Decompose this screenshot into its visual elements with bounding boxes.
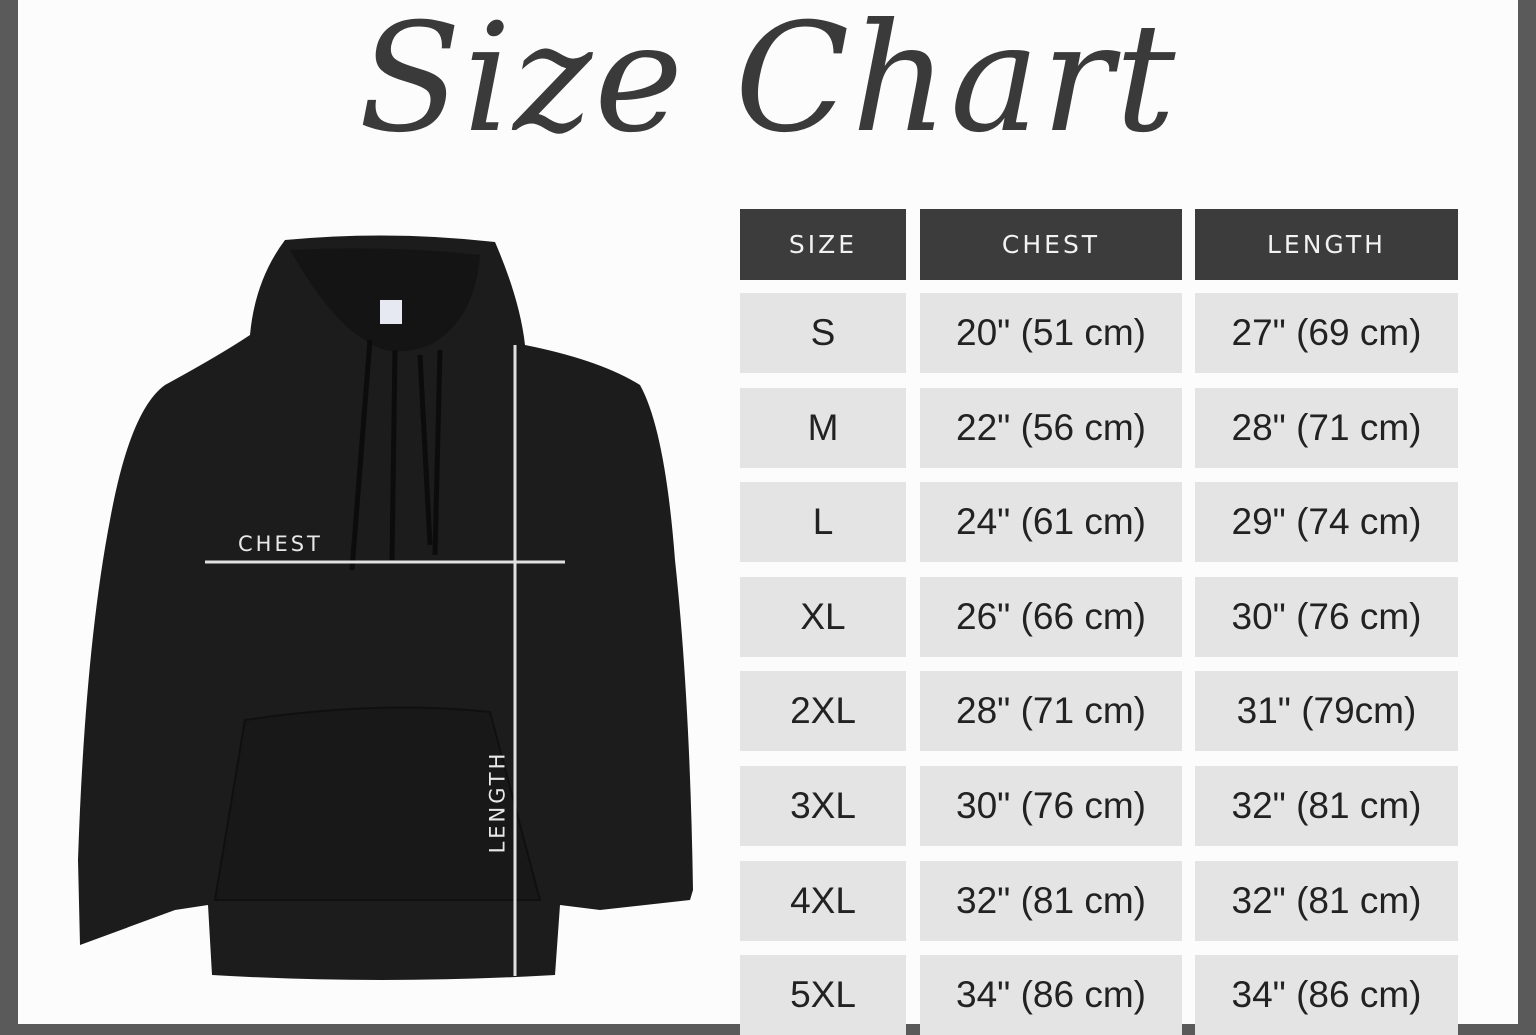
header-length: LENGTH <box>1195 209 1458 280</box>
cell-length: 27" (69 cm) <box>1195 293 1458 373</box>
cell-length: 32" (81 cm) <box>1195 766 1458 846</box>
chest-label: CHEST <box>238 532 323 556</box>
cell-chest: 24" (61 cm) <box>920 482 1182 563</box>
cell-chest: 28" (71 cm) <box>920 671 1182 752</box>
cell-size: XL <box>740 576 906 657</box>
cell-chest: 30" (76 cm) <box>920 766 1182 846</box>
cell-size: L <box>740 482 906 563</box>
cell-size: 2XL <box>740 671 906 752</box>
cell-size: 4XL <box>740 860 906 941</box>
cell-chest: 20" (51 cm) <box>920 293 1182 373</box>
cell-length: 29" (74 cm) <box>1195 482 1458 563</box>
cell-chest: 22" (56 cm) <box>920 387 1182 468</box>
cell-size: 3XL <box>740 766 906 846</box>
cell-length: 30" (76 cm) <box>1195 576 1458 657</box>
cell-length: 31" (79cm) <box>1195 671 1458 752</box>
header-size: SIZE <box>740 209 906 280</box>
page-title: Size Chart <box>358 0 1178 166</box>
cell-chest: 26" (66 cm) <box>920 576 1182 657</box>
cell-length: 32" (81 cm) <box>1195 860 1458 941</box>
hoodie-tag <box>380 300 402 324</box>
cell-size: M <box>740 387 906 468</box>
cell-chest: 32" (81 cm) <box>920 860 1182 941</box>
hoodie-image <box>78 235 693 981</box>
cell-chest: 34" (86 cm) <box>920 955 1182 1035</box>
cell-size: S <box>740 293 906 373</box>
length-label: LENGTH <box>485 750 510 854</box>
cell-length: 28" (71 cm) <box>1195 387 1458 468</box>
header-chest: CHEST <box>920 209 1182 280</box>
cell-size: 5XL <box>740 955 906 1035</box>
cell-length: 34" (86 cm) <box>1195 955 1458 1035</box>
